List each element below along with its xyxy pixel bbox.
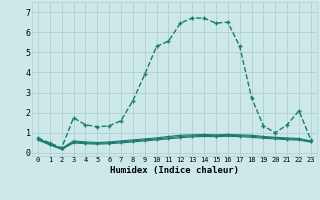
X-axis label: Humidex (Indice chaleur): Humidex (Indice chaleur) [110,166,239,175]
